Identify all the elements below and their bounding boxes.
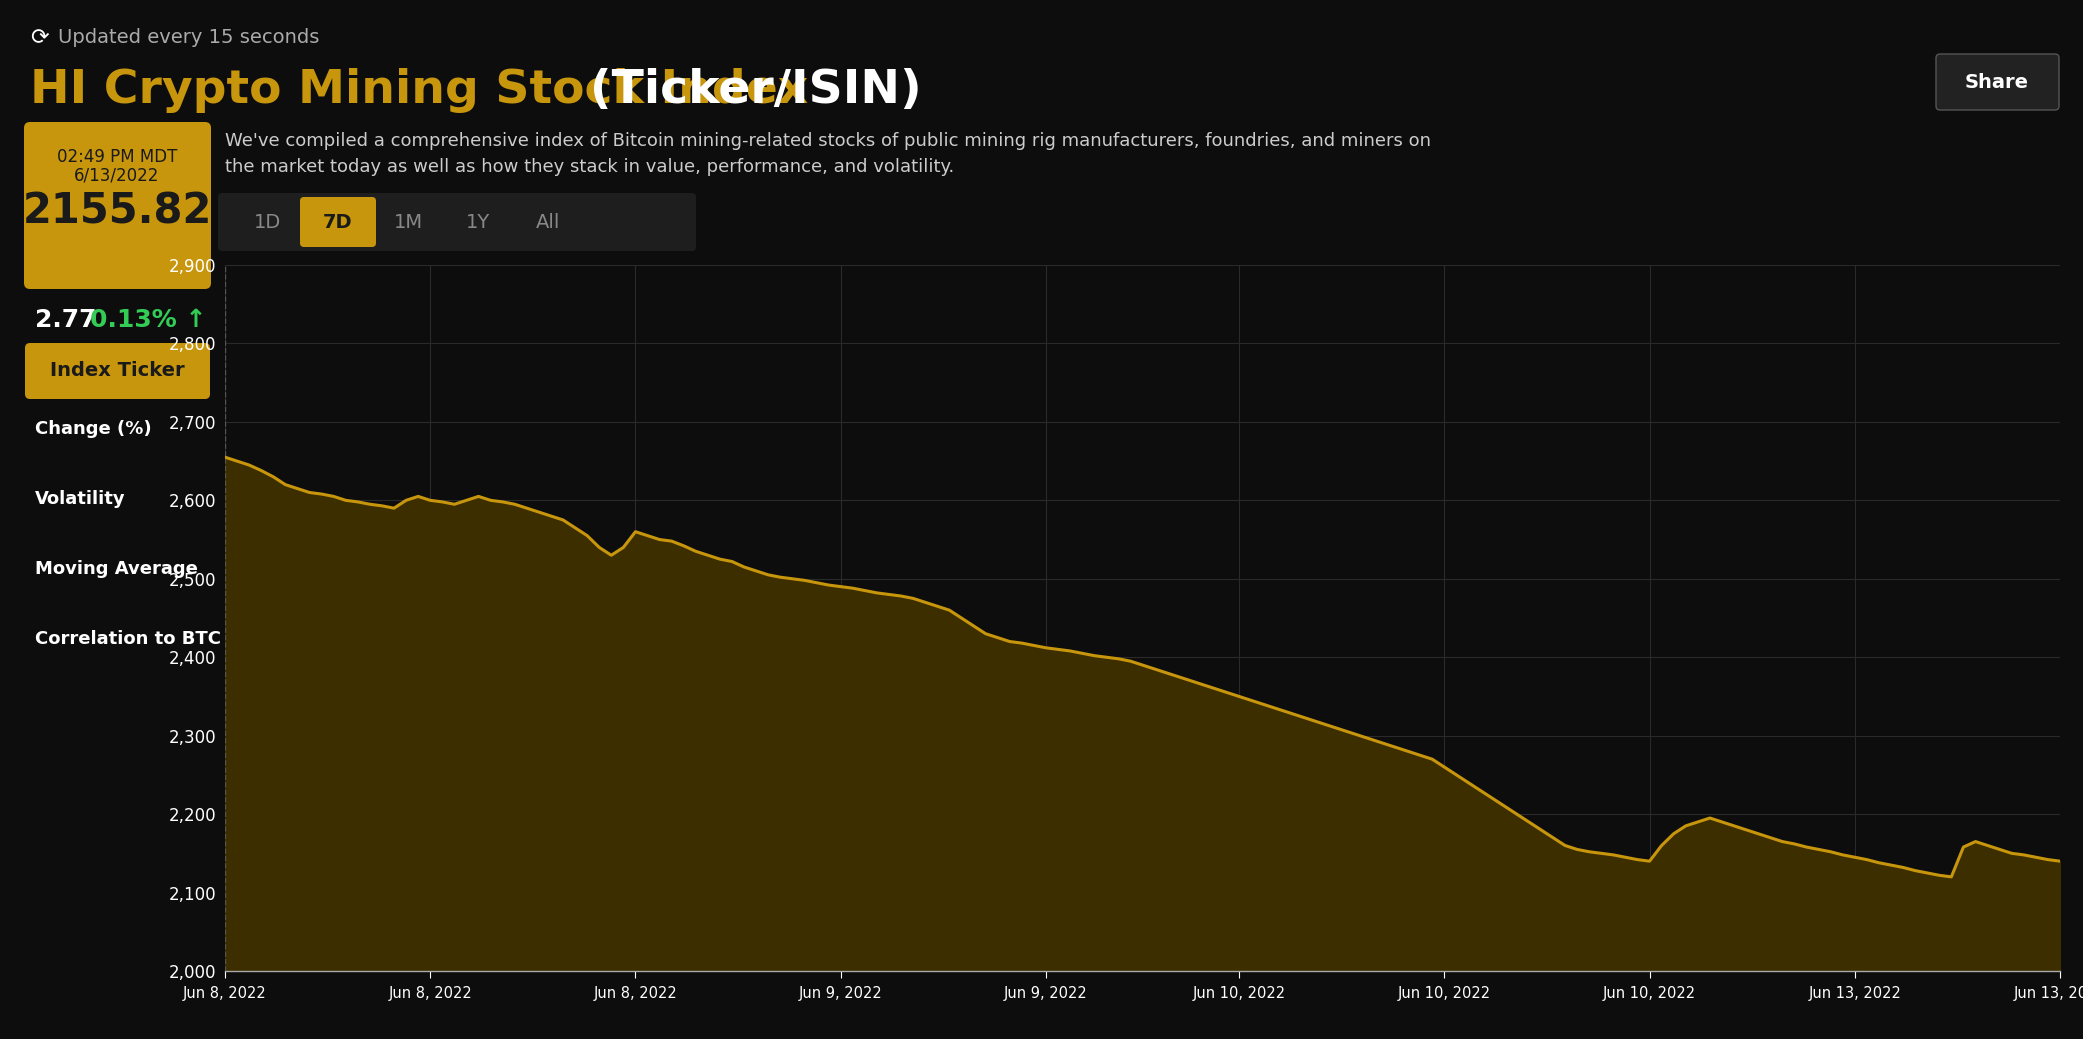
Text: 1Y: 1Y [467,213,490,232]
Text: 6/13/2022: 6/13/2022 [75,166,160,184]
FancyBboxPatch shape [1935,54,2058,110]
Text: All: All [535,213,560,232]
Text: Correlation to BTC: Correlation to BTC [35,630,221,648]
Text: 2.77: 2.77 [35,308,96,332]
Text: (Ticker/ISIN): (Ticker/ISIN) [589,68,921,113]
FancyBboxPatch shape [25,122,210,289]
Text: 7D: 7D [323,213,352,232]
Text: Change (%): Change (%) [35,420,152,438]
FancyBboxPatch shape [25,343,210,399]
Text: ⟳: ⟳ [29,28,48,48]
Text: 0.13% ↑: 0.13% ↑ [90,308,206,332]
Text: 1D: 1D [254,213,281,232]
FancyBboxPatch shape [300,197,377,247]
FancyBboxPatch shape [219,193,696,251]
Text: Volatility: Volatility [35,490,125,508]
Text: Share: Share [1964,73,2029,91]
Text: Updated every 15 seconds: Updated every 15 seconds [58,28,319,47]
Text: 02:49 PM MDT: 02:49 PM MDT [56,148,177,166]
Text: 1M: 1M [394,213,423,232]
Text: Moving Average: Moving Average [35,560,198,578]
Text: HI Crypto Mining Stock Index: HI Crypto Mining Stock Index [29,68,825,113]
Text: Index Ticker: Index Ticker [50,362,183,380]
Text: We've compiled a comprehensive index of Bitcoin mining-related stocks of public : We've compiled a comprehensive index of … [225,132,1431,150]
Text: 2155.82: 2155.82 [23,190,212,232]
Text: the market today as well as how they stack in value, performance, and volatility: the market today as well as how they sta… [225,158,954,176]
